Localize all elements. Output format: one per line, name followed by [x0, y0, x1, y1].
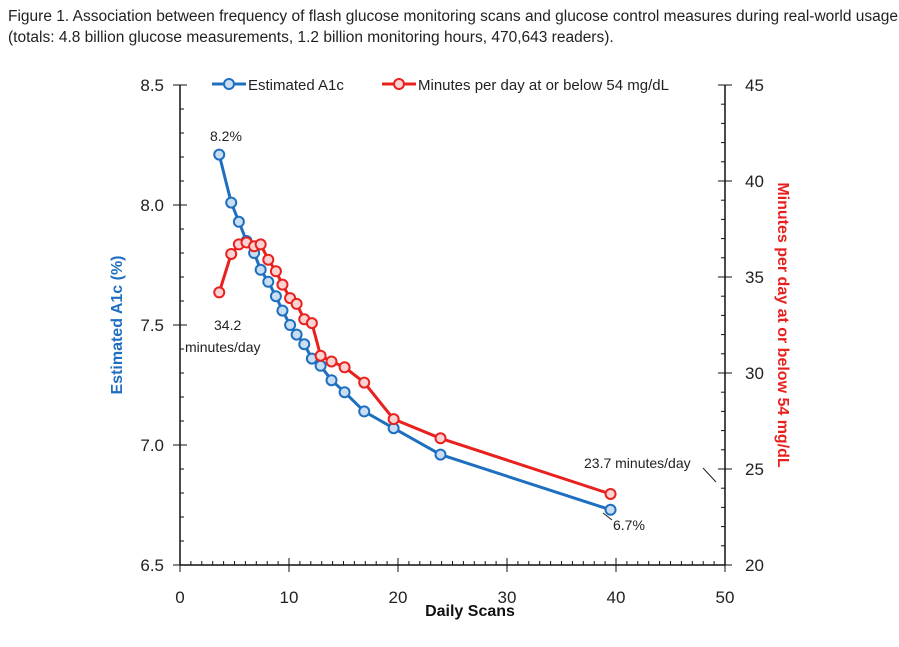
annotations-group: 8.2% 34.2 minutes/day 23.7 minutes/day 6…: [185, 128, 717, 533]
data-point-a1c: [276, 304, 289, 317]
axes-group: 0 10 20 30 40 50 6.5 7.0 7.5 8.0 8.5 20 25 30 35 40 45: [140, 76, 764, 607]
annotation-hypo-start-value: 34.2: [214, 317, 241, 333]
data-point-a1c: [254, 263, 267, 276]
y-right-tick-label: 40: [745, 172, 764, 191]
data-point-hypo: [314, 349, 327, 362]
data-point-a1c: [269, 290, 282, 303]
data-point-hypo: [276, 278, 289, 291]
x-tick-label: 50: [716, 588, 735, 607]
data-point-a1c: [338, 386, 351, 399]
y-left-tick-label: 6.5: [140, 556, 164, 575]
x-tick-label: 0: [175, 588, 184, 607]
data-point-hypo: [305, 317, 318, 330]
data-point-a1c: [358, 405, 371, 418]
series-layer: [213, 148, 617, 516]
x-tick-label: 10: [280, 588, 299, 607]
y-right-tick-label: 25: [745, 460, 764, 479]
data-point-hypo: [290, 297, 303, 310]
data-point-a1c: [262, 275, 275, 288]
annotation-hypo-end: 23.7 minutes/day: [584, 455, 691, 471]
y-left-tick-label: 8.0: [140, 196, 164, 215]
figure-caption: Figure 1. Association between frequency …: [8, 6, 899, 48]
data-point-hypo: [358, 376, 371, 389]
legend-hypo-label: Minutes per day at or below 54 mg/dL: [418, 77, 669, 94]
data-point-a1c: [290, 328, 303, 341]
legend-hypo-marker: [393, 78, 405, 90]
annotation-leader-a1c-end: [602, 512, 613, 521]
data-point-a1c: [325, 374, 338, 387]
data-point-a1c: [298, 338, 311, 351]
data-point-hypo: [269, 265, 282, 278]
y-right-axis-title: Minutes per day at or below 54 mg/dL: [774, 182, 791, 468]
y-left-axis-title: Estimated A1c (%): [109, 256, 126, 395]
y-left-tick-label: 7.5: [140, 316, 164, 335]
y-right-tick-label: 35: [745, 268, 764, 287]
data-point-hypo: [325, 355, 338, 368]
data-point-hypo: [262, 253, 275, 266]
y-right-tick-label: 20: [745, 556, 764, 575]
x-tick-label: 40: [607, 588, 626, 607]
data-point-hypo: [225, 247, 238, 260]
data-point-hypo: [434, 432, 447, 445]
caption-line-1: Figure 1. Association between frequency …: [8, 8, 899, 25]
data-point-hypo: [213, 286, 226, 299]
annotation-leader-hypo-end: [702, 467, 717, 483]
x-axis-title: Daily Scans: [425, 603, 515, 620]
annotation-a1c-start: 8.2%: [210, 128, 242, 144]
chart-legend: Estimated A1c Minutes per day at or belo…: [212, 77, 669, 94]
annotation-a1c-end: 6.7%: [613, 517, 645, 533]
data-point-a1c: [232, 215, 245, 228]
y-left-tick-label: 7.0: [140, 436, 164, 455]
data-point-a1c: [434, 448, 447, 461]
legend-a1c-marker: [223, 78, 235, 90]
y-right-tick-label: 30: [745, 364, 764, 383]
y-left-tick-label: 8.5: [140, 76, 164, 95]
caption-line-2: (totals: 4.8 billion glucose measurement…: [8, 29, 614, 46]
data-point-hypo: [604, 487, 617, 500]
data-point-a1c: [213, 148, 226, 161]
data-point-hypo: [254, 238, 267, 251]
data-point-a1c: [225, 196, 238, 209]
x-tick-label: 30: [498, 588, 517, 607]
x-tick-label: 20: [389, 588, 408, 607]
data-point-a1c: [284, 319, 297, 331]
y-right-tick-label: 45: [745, 76, 764, 95]
legend-a1c-label: Estimated A1c: [248, 77, 344, 94]
annotation-hypo-start-unit: minutes/day: [185, 339, 260, 355]
data-point-hypo: [338, 361, 351, 374]
data-point-hypo: [387, 413, 400, 426]
series-line-a1c: [217, 154, 611, 512]
data-point-a1c: [314, 359, 327, 372]
series-line-hypo: [217, 240, 611, 496]
data-point-a1c: [604, 503, 617, 516]
